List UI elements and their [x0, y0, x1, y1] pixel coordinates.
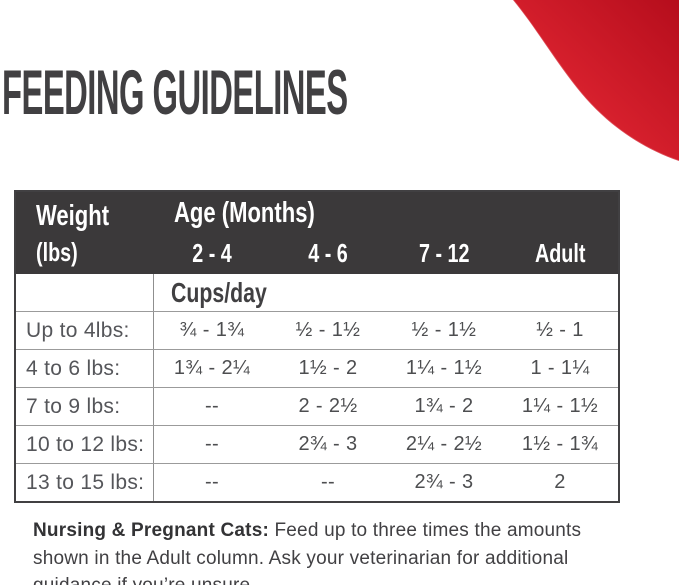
- cell-value: 2 - 2½: [298, 395, 358, 417]
- cell-value: 1 - 1¼: [530, 357, 590, 379]
- units-label: Cups/day: [171, 276, 267, 308]
- cell-value: ½ - 1½: [295, 319, 361, 341]
- cell-value: 2¾ - 3: [414, 471, 474, 493]
- cell-value: 1¼ - 1½: [521, 395, 599, 417]
- weight-header-label: Weight: [36, 200, 110, 232]
- nursing-note: Nursing & Pregnant Cats: Feed up to thre…: [33, 517, 653, 585]
- cell-value: 1¾ - 2: [414, 395, 474, 417]
- note-bold-lead: Nursing & Pregnant Cats:: [33, 520, 269, 541]
- cell-value: 1½ - 1¾: [521, 433, 599, 455]
- weight-header-cell: Weight (lbs): [16, 192, 154, 274]
- row-weight-label: Up to 4lbs:: [16, 312, 154, 349]
- age-header-cell: Age (Months) 2 - 4 4 - 6 7 - 12 Adult: [154, 192, 618, 274]
- table-row: 13 to 15 lbs: -- -- 2¾ - 3 2: [16, 463, 618, 501]
- row-weight-label: 7 to 9 lbs:: [16, 388, 154, 425]
- age-col-4-6: 4 - 6: [308, 238, 348, 268]
- units-row-empty-cell: [16, 274, 154, 311]
- note-line-2: shown in the Adult column. Ask your vete…: [33, 547, 569, 569]
- table-header: Weight (lbs) Age (Months) 2 - 4 4 - 6 7 …: [16, 192, 618, 274]
- table-row: 10 to 12 lbs: -- 2¾ - 3 2¼ - 2½ 1½ - 1¾: [16, 425, 618, 463]
- age-column-labels: 2 - 4 4 - 6 7 - 12 Adult: [154, 233, 618, 274]
- units-row: Cups/day: [16, 274, 618, 311]
- cell-value: --: [204, 395, 220, 417]
- row-weight-label: 4 to 6 lbs:: [16, 350, 154, 387]
- feeding-table: Weight (lbs) Age (Months) 2 - 4 4 - 6 7 …: [14, 190, 620, 503]
- row-weight-label: 13 to 15 lbs:: [16, 464, 154, 501]
- cell-value: ¾ - 1¾: [179, 319, 245, 341]
- table-row: 4 to 6 lbs: 1¾ - 2¼ 1½ - 2 1¼ - 1½ 1 - 1…: [16, 349, 618, 387]
- cell-value: ½ - 1: [536, 319, 584, 341]
- cell-value: 1¾ - 2¼: [173, 357, 251, 379]
- note-line-3: guidance if you’re unsure.: [33, 572, 653, 585]
- age-col-7-12: 7 - 12: [418, 238, 470, 268]
- note-line-1: Nursing & Pregnant Cats: Feed up to thre…: [33, 517, 653, 545]
- row-weight-label: 10 to 12 lbs:: [16, 426, 154, 463]
- cell-value: 2: [554, 471, 566, 493]
- cell-value: 2¼ - 2½: [405, 433, 483, 455]
- age-header-label: Age (Months): [174, 196, 315, 229]
- table-row: 7 to 9 lbs: -- 2 - 2½ 1¾ - 2 1¼ - 1½: [16, 387, 618, 425]
- cell-value: --: [320, 471, 336, 493]
- cell-value: 2¾ - 3: [298, 433, 358, 455]
- age-col-adult: Adult: [534, 238, 586, 268]
- table-row: Up to 4lbs: ¾ - 1¾ ½ - 1½ ½ - 1½ ½ - 1: [16, 311, 618, 349]
- weight-unit-label: (lbs): [36, 237, 78, 267]
- cell-value: --: [204, 471, 220, 493]
- cell-value: ½ - 1½: [411, 319, 477, 341]
- cell-value: 1½ - 2: [298, 357, 358, 379]
- age-col-2-4: 2 - 4: [192, 238, 232, 268]
- cell-value: --: [204, 433, 220, 455]
- page-title: FEEDING GUIDELINES: [2, 58, 348, 128]
- note-line-1-text: Feed up to three times the amounts: [269, 520, 582, 541]
- cell-value: 1¼ - 1½: [405, 357, 483, 379]
